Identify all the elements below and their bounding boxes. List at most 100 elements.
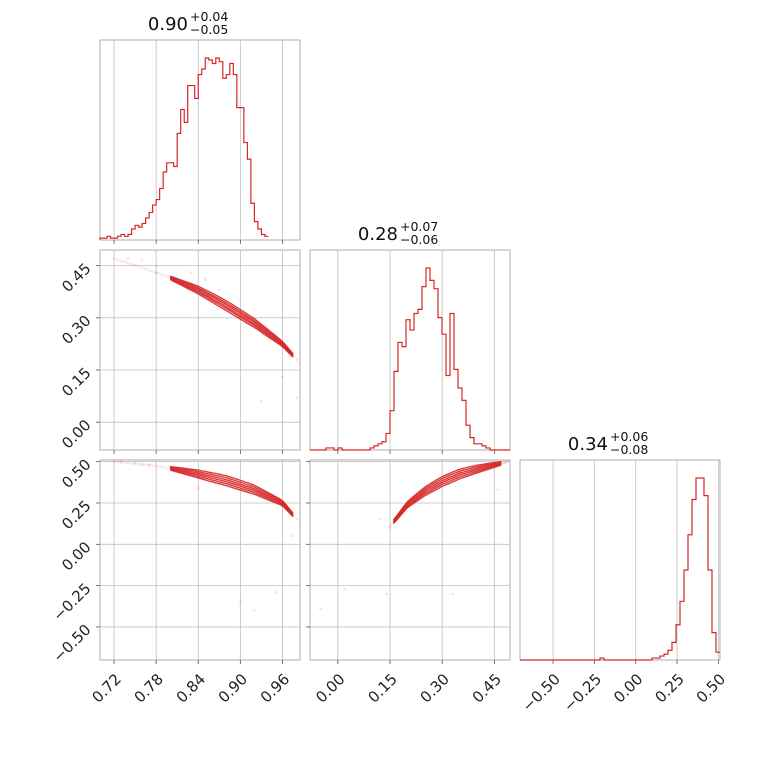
x-tick-label: −0.50 bbox=[519, 670, 564, 715]
contour-line bbox=[392, 463, 502, 524]
sample-point bbox=[163, 466, 166, 469]
sample-point bbox=[112, 460, 116, 464]
param-title-minus: −0.06 bbox=[400, 232, 438, 247]
panel-frame bbox=[309, 249, 511, 451]
sample-point bbox=[147, 268, 151, 272]
contour-line bbox=[170, 467, 294, 516]
sample-point bbox=[166, 275, 170, 279]
scatter-panel-1-2 bbox=[306, 459, 511, 664]
sample-point bbox=[295, 358, 299, 362]
sample-point bbox=[203, 278, 207, 281]
contour-line bbox=[169, 277, 294, 357]
x-tick-label: 0.00 bbox=[312, 670, 348, 706]
y-tick-label: 0.25 bbox=[58, 497, 94, 533]
sample-point bbox=[260, 400, 263, 403]
sample-point bbox=[496, 488, 500, 492]
sample-point bbox=[163, 274, 166, 278]
sample-point bbox=[378, 518, 381, 521]
sample-point bbox=[131, 461, 135, 465]
contour-line bbox=[170, 466, 294, 515]
param-title-plus: +0.04 bbox=[190, 9, 228, 24]
contour-line bbox=[169, 469, 294, 518]
x-gridlines bbox=[113, 40, 283, 240]
contour-line bbox=[392, 460, 502, 521]
histogram-panel-2 bbox=[519, 459, 721, 664]
sample-point bbox=[253, 609, 256, 612]
sample-point bbox=[159, 465, 163, 469]
x-tick-label: 0.90 bbox=[215, 670, 251, 706]
contour-line bbox=[392, 463, 502, 523]
panel-frame bbox=[519, 459, 721, 661]
panel-frame bbox=[99, 39, 301, 241]
y-tick-label: 0.00 bbox=[58, 416, 94, 452]
param-title-median: 0.90 bbox=[148, 14, 188, 35]
sample-point bbox=[189, 271, 193, 274]
histogram-series bbox=[99, 57, 269, 240]
sample-point bbox=[140, 259, 144, 262]
sample-point bbox=[196, 486, 200, 490]
sample-point bbox=[141, 462, 144, 466]
sample-point bbox=[298, 521, 300, 525]
param-title-minus: −0.08 bbox=[610, 442, 648, 457]
sample-point bbox=[125, 461, 129, 465]
contour-line bbox=[169, 276, 294, 356]
panel-frame bbox=[99, 249, 301, 451]
sample-point bbox=[137, 462, 141, 466]
contour-line bbox=[169, 278, 294, 357]
sample-point bbox=[504, 460, 508, 464]
param-title-median: 0.28 bbox=[358, 224, 398, 245]
contour-line bbox=[392, 462, 502, 522]
contour-line bbox=[170, 467, 294, 515]
sample-point bbox=[150, 269, 154, 273]
sample-point bbox=[150, 464, 154, 467]
x-tick-label: 0.84 bbox=[173, 670, 209, 706]
sample-point bbox=[153, 464, 157, 468]
scatter-panel-0-2 bbox=[96, 459, 301, 664]
sample-point bbox=[239, 600, 242, 604]
x-tick-label: 0.50 bbox=[693, 670, 729, 706]
sample-point bbox=[156, 271, 160, 275]
y-gridlines bbox=[100, 265, 300, 423]
sample-point bbox=[281, 375, 284, 379]
x-tick-label: 0.45 bbox=[469, 670, 505, 706]
sample-point bbox=[118, 460, 122, 464]
sample-point bbox=[154, 264, 158, 267]
sample-point bbox=[388, 526, 392, 530]
sample-point bbox=[385, 592, 388, 596]
sample-point bbox=[126, 257, 130, 260]
sample-point bbox=[134, 264, 138, 267]
sample-point bbox=[500, 461, 504, 465]
sample-point bbox=[506, 460, 510, 464]
sample-point bbox=[298, 361, 300, 365]
x-tick-label: 0.72 bbox=[88, 670, 124, 706]
y-tick-label: 0.00 bbox=[58, 538, 94, 574]
sample-point bbox=[147, 463, 151, 467]
sample-point bbox=[502, 461, 506, 465]
sample-point bbox=[115, 258, 119, 262]
sample-point bbox=[147, 463, 151, 467]
sample-point bbox=[141, 266, 144, 269]
sample-point bbox=[388, 524, 392, 528]
x-tick-label: 0.30 bbox=[417, 670, 453, 706]
contour-line bbox=[392, 461, 502, 522]
contour-line bbox=[170, 465, 294, 514]
x-tick-label: 0.15 bbox=[364, 670, 400, 706]
sample-point bbox=[319, 607, 322, 611]
sample-point bbox=[154, 271, 158, 274]
sample-point bbox=[122, 461, 125, 464]
sample-point bbox=[451, 592, 454, 596]
x-gridlines bbox=[113, 250, 283, 450]
y-tick-label: 0.50 bbox=[58, 455, 94, 491]
sample-point bbox=[128, 461, 132, 465]
sample-point bbox=[125, 261, 129, 265]
y-tick-label: −0.25 bbox=[49, 579, 94, 624]
sample-point bbox=[390, 522, 394, 526]
sample-point bbox=[118, 259, 122, 263]
sample-point bbox=[144, 463, 147, 467]
contour-line bbox=[170, 468, 294, 517]
contour-line bbox=[169, 278, 294, 358]
sample-point bbox=[295, 517, 299, 521]
sample-point bbox=[217, 288, 221, 292]
y-tick-label: 0.45 bbox=[58, 259, 94, 295]
